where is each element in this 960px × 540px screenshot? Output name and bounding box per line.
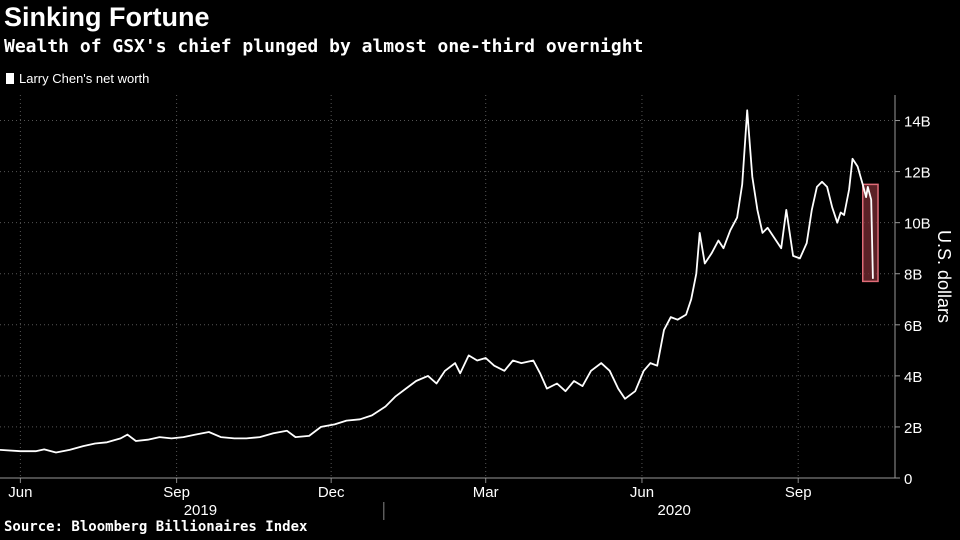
source-note: Source: Bloomberg Billionaires Index <box>4 519 308 535</box>
y-tick-label: 10B <box>904 216 931 233</box>
legend-label: Larry Chen's net worth <box>19 71 150 86</box>
legend: Larry Chen's net worth <box>6 71 149 86</box>
x-tick-label: Dec <box>318 484 345 501</box>
x-tick-label: Jun <box>8 484 32 501</box>
y-tick-label: 6B <box>904 318 922 335</box>
chart-subtitle: Wealth of GSX's chief plunged by almost … <box>4 36 644 57</box>
series-line <box>0 109 874 454</box>
y-tick-label: 14B <box>904 114 931 131</box>
y-tick-label: 12B <box>904 165 931 182</box>
x-tick-label: Sep <box>163 484 190 501</box>
y-tick-label: 0 <box>904 471 912 488</box>
x-tick-label: Jun <box>630 484 654 501</box>
legend-swatch <box>6 73 14 84</box>
y-tick-label: 8B <box>904 267 922 284</box>
y-tick-label: 2B <box>904 420 922 437</box>
highlight-box <box>861 183 879 283</box>
chart-title: Sinking Fortune <box>4 2 210 32</box>
year-label: 2020 <box>658 502 691 519</box>
y-axis-label: U.S. dollars <box>934 230 954 323</box>
x-tick-label: Mar <box>473 484 499 501</box>
year-label: 2019 <box>184 502 217 519</box>
x-tick-label: Sep <box>785 484 812 501</box>
y-tick-label: 4B <box>904 369 922 386</box>
